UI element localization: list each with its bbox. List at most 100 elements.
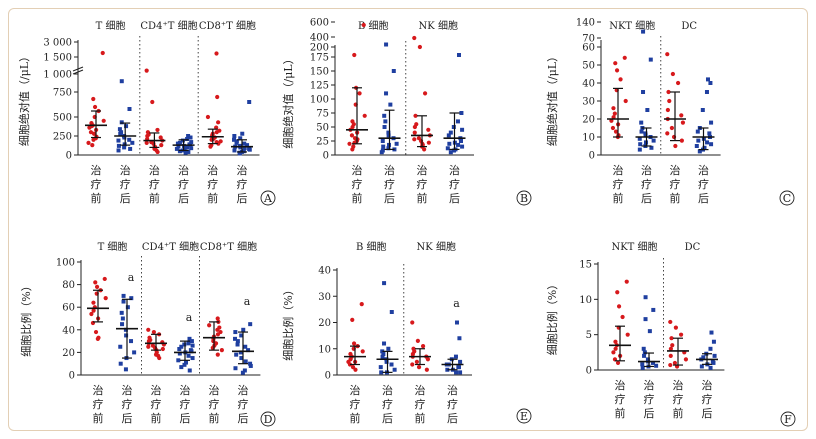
y-tick-label: 70 (582, 34, 595, 45)
data-point (451, 125, 456, 129)
series-2 (376, 281, 399, 375)
data-point (234, 352, 239, 357)
series-3 (411, 35, 433, 152)
data-point (637, 136, 642, 141)
x-tick-label: 疗 (384, 177, 395, 191)
data-point (125, 305, 130, 310)
data-point (240, 131, 245, 136)
data-point (382, 341, 387, 346)
data-point (378, 365, 383, 370)
data-point (625, 332, 630, 337)
data-point (665, 107, 670, 113)
x-tick-label: 后 (644, 407, 655, 420)
data-point (708, 81, 713, 85)
data-point (214, 130, 219, 135)
data-point (242, 368, 247, 373)
y-tick-label: 25 (316, 137, 329, 148)
data-point (381, 352, 386, 356)
data-point (699, 364, 704, 369)
data-point (183, 150, 188, 155)
data-point (612, 111, 617, 116)
data-point (445, 146, 450, 151)
y-tick-label: 40 (318, 266, 331, 277)
data-point (91, 96, 96, 102)
data-point (179, 365, 184, 370)
data-point (694, 144, 699, 148)
series-4 (692, 77, 715, 154)
data-point (101, 118, 106, 123)
data-point (232, 137, 237, 142)
data-point (215, 332, 221, 337)
data-point (624, 279, 629, 284)
y-tick-label: 250 (53, 132, 72, 143)
data-point (186, 134, 191, 138)
x-tick-label: 前 (93, 411, 104, 425)
panel-label: C (783, 192, 791, 205)
data-point (235, 339, 240, 344)
x-tick-label: 前 (417, 191, 428, 205)
data-point (382, 125, 387, 129)
data-point (667, 98, 672, 104)
data-point (124, 124, 129, 129)
data-point (155, 149, 160, 155)
y-tick-label: 20 (582, 115, 595, 126)
data-point (215, 316, 220, 321)
series-1 (607, 55, 629, 140)
y-axis-label: 细胞比例（%） (19, 280, 33, 356)
data-point (86, 140, 91, 145)
x-tick-label: 前 (149, 191, 160, 205)
data-point (362, 113, 367, 118)
data-point (189, 339, 194, 344)
data-point (675, 80, 681, 86)
data-point (242, 141, 247, 146)
x-tick-label: 后 (702, 407, 713, 420)
data-point (705, 77, 710, 82)
group-label: CD4⁺T 细胞 (140, 19, 197, 32)
data-point (679, 113, 684, 118)
data-point (120, 316, 125, 321)
data-point (460, 127, 465, 132)
data-point (234, 140, 239, 145)
data-point (454, 320, 459, 325)
data-point (361, 22, 366, 28)
group-label: CD4⁺T 细胞 (142, 240, 199, 253)
data-point (670, 343, 675, 348)
data-point (246, 348, 251, 353)
series-2 (638, 295, 660, 370)
data-point (708, 346, 713, 351)
data-point (190, 356, 195, 361)
x-tick-label: 治 (120, 163, 131, 177)
y-tick-label: 125 (310, 81, 329, 92)
data-point (350, 317, 355, 322)
data-point (151, 329, 156, 335)
data-point (239, 333, 244, 338)
data-point (669, 336, 674, 341)
data-point (453, 354, 458, 359)
series-5 (201, 51, 224, 149)
y-tick-label: 750 (53, 88, 72, 99)
x-tick-label: 疗 (180, 397, 191, 411)
data-point (416, 365, 422, 370)
group-label: NKT 细胞 (611, 240, 657, 253)
data-point (118, 361, 123, 366)
panel-label: E (520, 410, 528, 423)
x-tick-label: 治 (180, 383, 191, 397)
data-point (445, 367, 450, 372)
data-point (146, 344, 151, 349)
panel-label-circle (779, 190, 795, 206)
data-point (177, 140, 182, 145)
data-point (381, 144, 386, 149)
x-tick-label: 疗 (673, 392, 684, 406)
x-tick-label: 前 (209, 411, 220, 425)
x-tick-label: 疗 (641, 177, 652, 191)
data-point (121, 293, 126, 298)
data-point (237, 151, 242, 156)
group-label: DC (685, 242, 701, 253)
x-tick-label: 治 (415, 383, 426, 397)
x-tick-label: 疗 (93, 397, 104, 411)
axis-break-mark (72, 69, 84, 75)
data-point (455, 119, 460, 124)
data-point (132, 350, 137, 355)
x-tick-label: 治 (207, 163, 218, 177)
